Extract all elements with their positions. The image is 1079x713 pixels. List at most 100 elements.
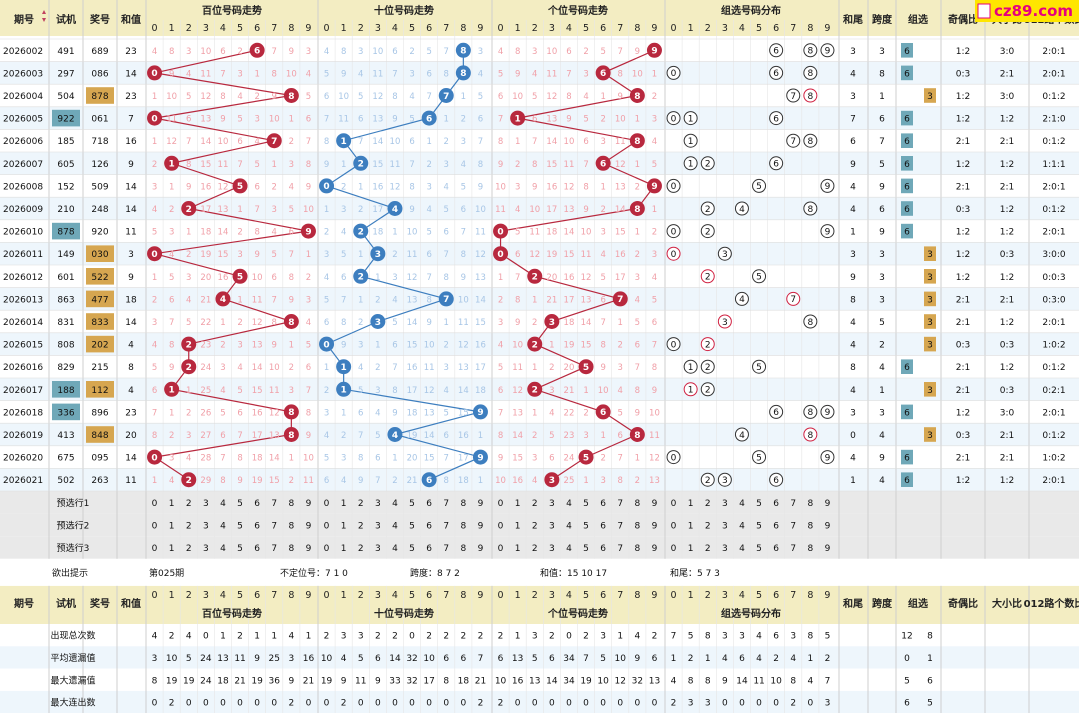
miss-value: 12 [252, 318, 263, 328]
miss-value: 3 [169, 228, 174, 238]
footer-digit-header: 8 [807, 590, 813, 601]
stats-value: 16 [512, 676, 524, 686]
hundreds-ball [283, 314, 299, 329]
period-cell: 2026005 [3, 115, 43, 125]
preselect-digit: 1 [688, 499, 694, 509]
miss-value: 8 [515, 295, 520, 305]
miss-value: 11 [581, 250, 592, 260]
site-logo[interactable]: cz89.com [975, 0, 1079, 22]
sim-cell: 863 [57, 295, 74, 305]
draw-cell: 878 [91, 92, 108, 102]
tens-trend-line [325, 50, 483, 481]
footer-digit-header: 2 [186, 590, 192, 601]
miss-value: 2 [600, 454, 605, 464]
group-sel-cell: 6 [904, 408, 910, 418]
miss-value: 15 [252, 386, 263, 396]
miss-value: 6 [409, 137, 414, 147]
sum-cell: 11 [125, 476, 136, 486]
miss-value: 8 [392, 92, 397, 102]
miss-value: 14 [475, 295, 486, 305]
draw-cell: 095 [91, 454, 108, 464]
miss-value: 5 [392, 318, 397, 328]
preselect-digit: 8 [634, 521, 640, 531]
units-ball-number: 2 [532, 340, 538, 350]
big-small-cell: 1:2 [1000, 115, 1014, 125]
group-ball [752, 450, 767, 465]
group-ball [666, 111, 681, 126]
footer-digit-header: 0 [498, 590, 504, 601]
preselect-row[interactable] [0, 491, 1079, 514]
miss-value: 1 [237, 205, 242, 215]
miss-value: 1 [220, 318, 225, 328]
group-ball-number: 9 [825, 182, 831, 192]
miss-value: 6 [583, 137, 588, 147]
column-header-tens: 十位号码走势 [374, 4, 434, 17]
preselect-digit: 6 [426, 544, 432, 554]
preselect-row[interactable] [0, 513, 1079, 537]
miss-value: 15 [458, 408, 469, 418]
stats-value: 0 [203, 632, 209, 642]
group-ball [769, 404, 784, 419]
period-cell: 2026019 [3, 431, 43, 441]
hundreds-ball-number: 2 [186, 476, 192, 486]
miss-value: 3 [532, 47, 537, 57]
tens-ball-number: 4 [392, 431, 398, 441]
tens-ball-number: 2 [358, 227, 364, 237]
stats-value: 0 [722, 699, 728, 709]
sort-up-icon[interactable] [42, 10, 46, 14]
group-ball [752, 359, 767, 374]
preselect-digit: 6 [426, 521, 432, 531]
stats-value: 8 [688, 676, 694, 686]
sort-down-icon[interactable] [42, 18, 46, 22]
miss-value: 10 [546, 47, 557, 57]
preselect-digit: 3 [722, 521, 728, 531]
group-ball-number: 4 [739, 205, 745, 215]
group-ball [803, 43, 818, 58]
preselect-digit: 7 [443, 499, 449, 509]
hundreds-ball-number: 8 [288, 408, 294, 418]
miss-value: 6 [515, 250, 520, 260]
miss-value: 1 [152, 476, 157, 486]
sum-cell: 3 [128, 250, 134, 260]
draw-cell: 112 [91, 386, 108, 396]
tens-ball [319, 336, 335, 352]
miss-value: 18 [564, 318, 575, 328]
stats-value: 5 [688, 632, 694, 642]
road012-cell: 2:1:0 [1042, 115, 1066, 125]
group-sel-badge [901, 201, 913, 216]
preselect-row[interactable] [0, 536, 1079, 559]
preselect-label: 预选行1 [57, 497, 90, 509]
miss-value: 20 [546, 273, 557, 283]
miss-value: 5 [341, 250, 346, 260]
logo-text: cz89.com [994, 2, 1073, 20]
units-ball [646, 42, 662, 58]
footer-digit-header: 1 [688, 590, 694, 601]
group-ball-number: 0 [671, 453, 677, 463]
digit-header: 5 [756, 23, 762, 34]
period-cell: 2026021 [3, 476, 43, 486]
miss-value: 8 [220, 476, 225, 486]
stats-value: 2 [478, 632, 484, 642]
period-cell: 2026008 [3, 182, 43, 192]
miss-value: 10 [303, 454, 314, 464]
stats-value: 21 [303, 676, 314, 686]
group-ball-number: 6 [773, 408, 779, 418]
preselect-label: 预选行3 [57, 542, 90, 554]
sum-cell: 14 [125, 454, 137, 464]
group-ball-number: 4 [739, 431, 745, 441]
miss-value: 4 [583, 92, 588, 102]
hundreds-ball [300, 223, 316, 239]
span-cell: 4 [879, 363, 885, 373]
miss-value: 3 [426, 182, 431, 192]
miss-value: 4 [324, 431, 329, 441]
units-ball [578, 449, 594, 465]
miss-value: 7 [220, 454, 225, 464]
preselect-digit: 0 [152, 544, 158, 554]
preselect-digit: 1 [341, 544, 347, 554]
miss-value: 5 [152, 363, 157, 373]
footer-digit-header: 4 [392, 590, 398, 601]
miss-value: 13 [252, 341, 263, 351]
miss-value: 11 [252, 295, 263, 305]
miss-value: 6 [461, 205, 466, 215]
preselect-digit: 5 [237, 544, 243, 554]
